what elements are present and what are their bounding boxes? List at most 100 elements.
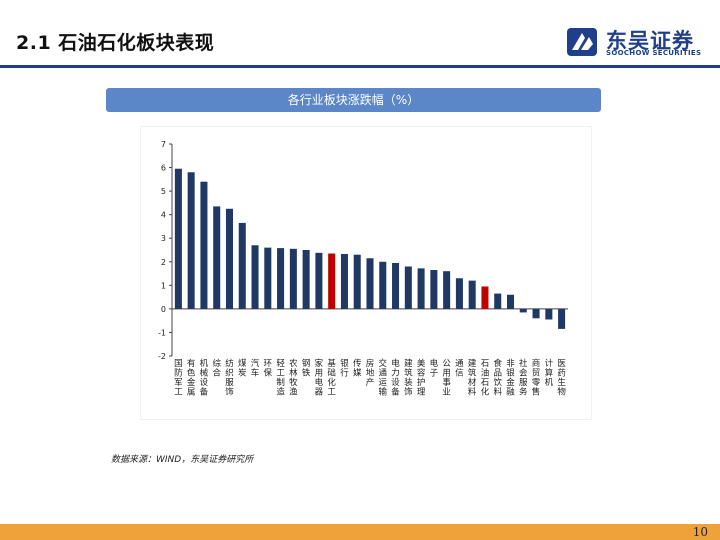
bar-9 (277, 248, 285, 309)
x-tick-label-char: 护 (417, 377, 426, 388)
x-tick-label-char: 工 (174, 388, 183, 398)
x-tick-label-char: 服 (225, 378, 234, 388)
y-tick-label: 0 (161, 305, 166, 314)
chart-title: 各行业板块涨跌幅（%） (106, 88, 601, 112)
x-tick-label-char: 金 (187, 377, 196, 388)
x-tick-label-char: 综 (212, 358, 221, 369)
x-tick-label-char: 铁 (302, 368, 311, 379)
x-tick-label-char: 环 (264, 359, 273, 369)
x-tick-label-char: 筑 (404, 368, 413, 379)
x-tick-label-char: 础 (327, 368, 336, 379)
x-tick-label-char: 容 (417, 368, 426, 379)
x-tick-label-char: 医 (557, 359, 566, 369)
x-tick-label-char: 电 (391, 358, 400, 369)
x-tick-label-char: 饮 (493, 377, 502, 388)
bar-20 (417, 268, 425, 309)
bar-14 (340, 254, 348, 309)
x-tick-label-char: 用 (442, 369, 451, 379)
x-tick-label-char: 料 (493, 387, 502, 398)
x-tick-label-char: 油 (481, 368, 490, 379)
bar-10 (289, 248, 297, 309)
x-tick-label-char: 行 (340, 368, 349, 379)
x-tick-label-char: 色 (187, 368, 196, 379)
y-tick-label: 1 (161, 281, 166, 290)
x-tick-label-char: 用 (315, 369, 324, 379)
x-tick-label-char: 公 (442, 359, 451, 369)
x-tick-label-char: 机 (545, 377, 554, 388)
x-tick-label-char: 理 (417, 388, 426, 398)
bar-31 (558, 308, 566, 329)
x-tick-label-char: 服 (519, 378, 528, 388)
x-tick-label-char: 美 (417, 358, 426, 369)
x-tick-label-char: 融 (506, 387, 515, 398)
x-tick-label-char: 料 (468, 387, 477, 398)
y-tick-label: 5 (161, 187, 166, 196)
x-tick-label-char: 钢 (302, 358, 311, 369)
x-tick-label-char: 制 (276, 377, 285, 388)
x-tick-label-char: 售 (532, 387, 541, 398)
y-tick-label: 2 (161, 258, 166, 267)
bar-18 (392, 262, 400, 309)
bar-chart: 76543210-1-2国防军工有色金属机械设备综合纺织服饰煤炭汽车环保轻工制造… (158, 140, 568, 398)
bar-11 (302, 250, 310, 309)
x-tick-label-char: 传 (353, 358, 362, 369)
x-tick-label-char: 子 (430, 369, 439, 379)
x-tick-label-char: 银 (506, 368, 515, 379)
x-tick-label-char: 工 (276, 369, 285, 379)
bar-15 (353, 254, 361, 309)
x-tick-label-char: 轻 (276, 358, 285, 369)
bar-27 (507, 294, 515, 309)
x-tick-label-char: 造 (276, 387, 285, 398)
x-tick-label-char: 食 (493, 358, 502, 369)
x-tick-label-char: 设 (391, 377, 400, 388)
x-tick-label-char: 军 (174, 378, 183, 388)
x-tick-label-char: 汽 (251, 358, 260, 369)
x-tick-label-char: 器 (315, 388, 324, 398)
x-tick-label-char: 械 (200, 368, 209, 379)
x-tick-label-char: 防 (174, 368, 183, 379)
x-tick-label-char: 非 (506, 358, 515, 369)
x-tick-label-char: 计 (545, 358, 554, 369)
x-tick-label-char: 车 (251, 368, 260, 379)
x-tick-label-char: 石 (481, 359, 490, 369)
x-tick-label-char: 备 (391, 387, 400, 398)
x-tick-label-char: 纺 (225, 358, 234, 369)
bar-28 (519, 308, 527, 313)
x-tick-label-char: 业 (442, 387, 451, 398)
x-tick-label-char: 石 (481, 378, 490, 388)
x-tick-label-char: 信 (455, 368, 464, 379)
x-tick-label-char: 合 (212, 368, 221, 379)
x-tick-label-char: 工 (327, 388, 336, 398)
x-tick-label-char: 筑 (468, 368, 477, 379)
y-tick-label: 7 (161, 140, 166, 149)
x-tick-label-char: 建 (468, 358, 477, 369)
x-tick-label-char: 房 (366, 358, 375, 369)
x-tick-label-char: 物 (557, 387, 566, 398)
x-tick-label-char: 输 (379, 387, 388, 398)
bar-12 (315, 252, 323, 309)
x-tick-label-char: 会 (519, 368, 528, 379)
x-tick-label-char: 饰 (225, 387, 234, 398)
x-tick-label-char: 务 (519, 387, 528, 398)
x-tick-label-char: 炭 (238, 369, 247, 379)
bar-3 (200, 181, 208, 309)
header-divider (0, 65, 720, 68)
logo-mark-icon (567, 28, 597, 56)
x-tick-label-char: 装 (404, 377, 413, 388)
x-tick-label-char: 建 (404, 358, 413, 369)
bar-22 (443, 271, 451, 309)
x-tick-label-char: 备 (200, 387, 209, 398)
x-tick-label-char: 通 (379, 368, 388, 379)
logo-text-en: SOOCHOW SECURITIES (606, 49, 702, 57)
x-tick-label-char: 机 (200, 358, 209, 369)
x-tick-label-char: 农 (289, 358, 298, 369)
x-tick-label-char: 交 (379, 358, 388, 369)
x-tick-label-char: 通 (455, 358, 464, 369)
bar-23 (455, 278, 463, 309)
bar-6 (238, 222, 246, 309)
x-tick-label-char: 银 (340, 358, 349, 369)
bar-17 (379, 261, 387, 309)
x-tick-label-char: 贸 (532, 368, 541, 379)
x-tick-label-char: 运 (379, 378, 388, 388)
bar-7 (251, 245, 259, 309)
